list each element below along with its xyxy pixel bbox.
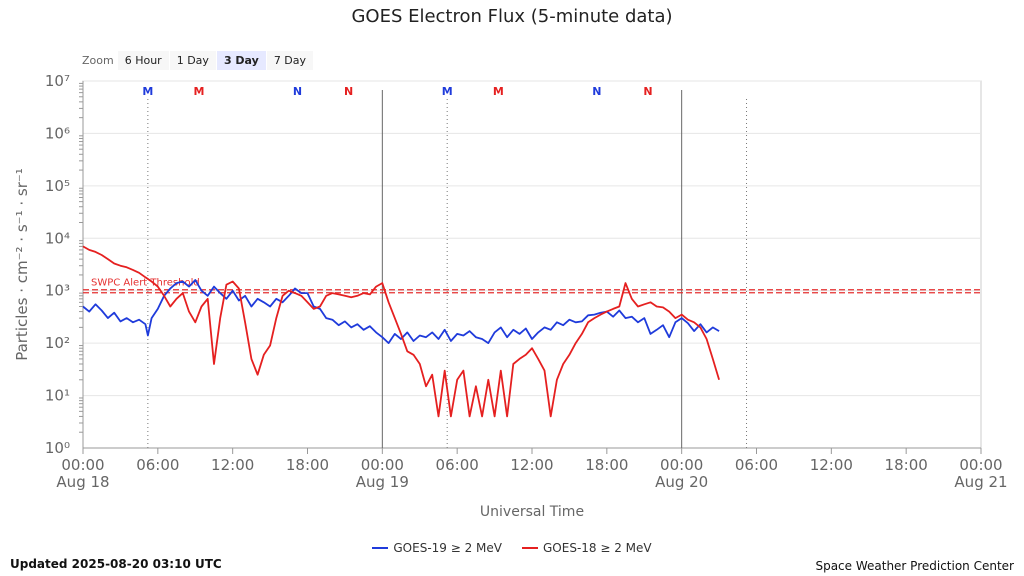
zoom-bar: Zoom 6 Hour 1 Day 3 Day 7 Day [82,50,314,70]
y-tick-label: 10⁴ [45,229,70,247]
x-date-label: Aug 20 [655,473,708,491]
zoom-label: Zoom [82,53,114,67]
x-tick-label: 00:00 [361,456,404,474]
legend-label-goes19: GOES-19 ≥ 2 MeV [393,541,502,555]
x-tick-label: 00:00 [61,456,104,474]
y-tick-label: 10⁶ [45,124,70,142]
marker-label: M [442,85,453,98]
series-line-goes18 [82,245,720,418]
legend-label-goes18: GOES-18 ≥ 2 MeV [543,541,652,555]
x-tick-label: 12:00 [211,456,254,474]
zoom-1-day-button[interactable]: 1 Day [169,50,216,70]
x-date-label: Aug 21 [954,473,1007,491]
x-tick-label: 00:00 [660,456,703,474]
threshold-label: SWPC Alert Threshold [91,278,200,289]
x-date-label: Aug 19 [356,473,409,491]
y-tick-label: 10¹ [45,387,70,405]
x-tick-label: 12:00 [810,456,853,474]
x-tick-label: 06:00 [436,456,479,474]
marker-label: N [592,85,601,98]
marker-label: M [194,85,205,98]
plot-border [82,80,982,449]
x-tick-label: 06:00 [136,456,179,474]
legend-item-goes18[interactable]: GOES-18 ≥ 2 MeV [522,541,652,555]
x-tick-label: 18:00 [885,456,928,474]
zoom-7-day-button[interactable]: 7 Day [266,50,314,70]
x-tick-label: 00:00 [959,456,1002,474]
y-tick-label: 10² [45,334,70,352]
y-axis-title: Particles · cm⁻² · s⁻¹ · sr⁻¹ [13,168,31,361]
x-tick-label: 12:00 [510,456,553,474]
y-tick-label: 10⁰ [45,439,70,457]
zoom-3-day-button[interactable]: 3 Day [216,50,266,70]
x-tick-label: 06:00 [735,456,778,474]
marker-label: N [643,85,652,98]
legend-item-goes19[interactable]: GOES-19 ≥ 2 MeV [372,541,502,555]
chart-title: GOES Electron Flux (5-minute data) [351,6,673,27]
zoom-6-hour-button[interactable]: 6 Hour [117,50,169,70]
x-date-label: Aug 18 [56,473,109,491]
y-tick-label: 10⁷ [45,72,70,90]
y-tick-label: 10³ [45,282,70,300]
x-tick-label: 18:00 [286,456,329,474]
credit-text: Space Weather Prediction Center [815,559,1014,573]
updated-timestamp: Updated 2025-08-20 03:10 UTC [10,557,222,571]
marker-label: N [293,85,302,98]
y-tick-label: 10⁵ [45,177,70,195]
marker-label: M [142,85,153,98]
x-axis-title: Universal Time [480,504,584,520]
legend-swatch-goes19 [372,547,389,549]
legend-swatch-goes18 [522,547,538,549]
series-line-goes19 [82,279,720,344]
marker-label: M [493,85,504,98]
marker-label: N [344,85,353,98]
legend: GOES-19 ≥ 2 MeV GOES-18 ≥ 2 MeV [0,541,1024,555]
x-tick-label: 18:00 [585,456,628,474]
